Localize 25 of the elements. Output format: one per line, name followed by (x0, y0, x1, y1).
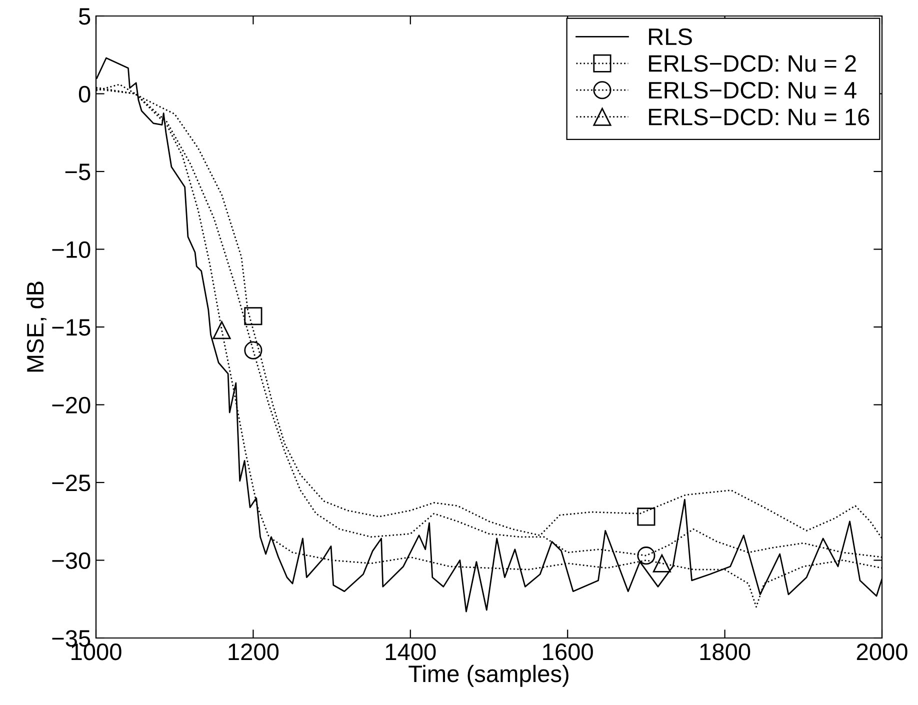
point (637, 546, 656, 565)
x-tick-label: 1800 (700, 643, 750, 660)
point (244, 341, 262, 360)
legend-label: ERLS−DCD: Nu = 2 (649, 55, 856, 72)
point (652, 554, 671, 572)
y-tick-label: −15 (52, 319, 90, 336)
y-tick-label: −20 (52, 396, 90, 414)
x-tick-label: 1600 (543, 643, 593, 660)
y-tick-label: 0 (78, 86, 90, 103)
y-tick-label: −25 (52, 474, 90, 492)
legend-label: ERLS−DCD: Nu = 4 (649, 82, 856, 99)
y-tick-label: 5 (78, 8, 90, 25)
point (244, 307, 262, 326)
x-axis-title: Time (samples) (408, 664, 568, 687)
x-tick-label: 1200 (228, 643, 279, 660)
y-axis-title: MSE, dB (26, 282, 46, 372)
x-tick-label: 2000 (856, 643, 908, 660)
y-tick-label: −5 (65, 164, 90, 180)
x-tick-label: 1400 (386, 643, 436, 660)
legend-label: RLS (649, 28, 692, 46)
y-tick-label: −10 (52, 241, 90, 258)
legend-label: ERLS−DCD: Nu = 16 (649, 108, 870, 126)
y-tick-label: −30 (52, 552, 90, 570)
point (212, 321, 231, 340)
point (637, 508, 656, 526)
